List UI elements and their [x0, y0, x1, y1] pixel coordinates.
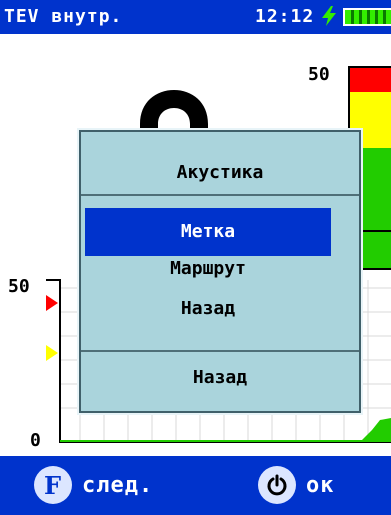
level-zone-red	[350, 68, 391, 92]
ok-softkey[interactable]: ок	[258, 464, 335, 506]
menu-divider	[81, 194, 359, 196]
status-bar: TEV внутр. 12:12	[0, 0, 391, 34]
ok-label: ок	[306, 472, 335, 498]
acoustics-menu: Акустика Метка Маршрут Назад Назад	[79, 130, 361, 413]
menu-item-mark[interactable]: Метка	[85, 208, 331, 256]
f-key-icon: F	[34, 466, 72, 504]
level-indicator-line	[348, 230, 391, 232]
next-softkey[interactable]: F след.	[34, 464, 153, 506]
menu-item-route[interactable]: Маршрут	[170, 258, 246, 279]
battery-icon	[343, 8, 391, 26]
mode-title: TEV внутр.	[4, 6, 123, 27]
menu-footer-back[interactable]: Назад	[192, 367, 248, 388]
clock: 12:12	[255, 6, 315, 27]
menu-title: Акустика	[176, 162, 264, 183]
gauge-max-label: 50	[308, 64, 330, 85]
menu-divider	[81, 350, 359, 352]
power-icon	[258, 466, 296, 504]
yellow-threshold-marker-icon	[46, 345, 58, 361]
red-threshold-marker-icon	[46, 295, 58, 311]
softkey-bar: F след. ок	[0, 456, 391, 515]
next-label: след.	[82, 472, 154, 498]
chart-min-label: 0	[30, 430, 41, 451]
menu-item-back[interactable]: Назад	[180, 298, 236, 319]
chart-max-label: 50	[8, 276, 30, 297]
charging-bolt-icon	[322, 6, 336, 26]
